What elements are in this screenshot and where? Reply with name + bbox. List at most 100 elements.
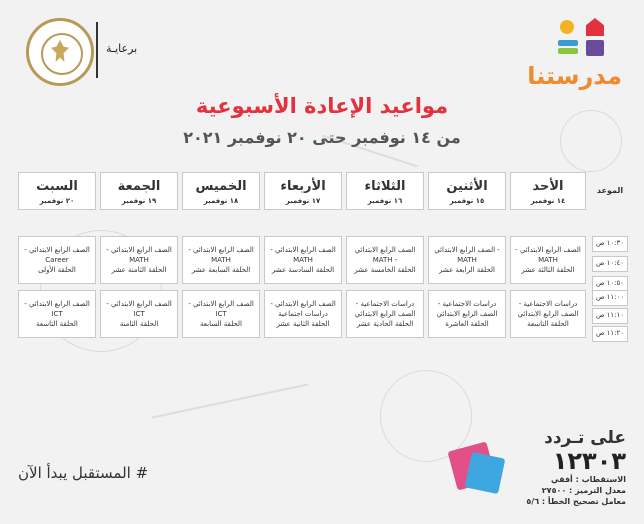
session-cell: الصف الرابع الابتدائي - دراسات اجتماعية … [264, 290, 342, 338]
sponsor-divider [96, 22, 98, 78]
session-grade: الصف الرابع الابتدائي [436, 310, 498, 318]
time-slot: ١٠:٤٠ ص [592, 256, 628, 272]
session-subject: دراسات الاجتماعية - [355, 300, 415, 308]
session-cell: الصف الرابع الابتدائي - Career الحلقة ال… [18, 236, 96, 284]
background-doodle [560, 110, 622, 172]
day-date: ١٥ نوفمبر [449, 197, 485, 205]
day-name: الجمعة [117, 179, 161, 194]
session-grade: الصف الرابع الابتدائي - [24, 300, 90, 308]
session-grade: - الصف الرابع الابتدائي [434, 246, 500, 254]
brand-name: مدرستنا [527, 62, 622, 90]
day-date: ١٨ نوفمبر [203, 197, 239, 205]
session-episode: الحلقة الرابعة عشر [439, 266, 495, 274]
day-header: الأربعاء ١٧ نوفمبر [264, 172, 342, 210]
day-header: السبت ٢٠ نوفمبر [18, 172, 96, 210]
day-header: الأحد ١٤ نوفمبر [510, 172, 586, 210]
time-slot: ١١:٢٠ ص [592, 326, 628, 342]
background-doodle [380, 370, 472, 462]
session-subject: MATH [211, 256, 231, 264]
session-episode: الحلقة الثانية عشر [276, 320, 330, 328]
session-grade: الصف الرابع الابتدائي - [270, 300, 336, 308]
session-cell: الصف الرابع الابتدائي - MATH الحلقة الثا… [100, 236, 178, 284]
session-cell: - الصف الرابع الابتدائي MATH الحلقة الرا… [428, 236, 506, 284]
session-episode: الحلقة التاسعة [527, 320, 569, 328]
day-name: الأحد [532, 179, 564, 194]
session-subject: - MATH [372, 256, 398, 264]
day-header: الأثنين ١٥ نوفمبر [428, 172, 506, 210]
session-episode: الحلقة الحادية عشر [356, 320, 414, 328]
session-subject: Career [45, 256, 69, 264]
session-subject: دراسات الاجتماعية - [518, 300, 578, 308]
session-grade: الصف الرابع الابتدائي - [270, 246, 336, 254]
session-grade: الصف الرابع الابتدائي [354, 310, 416, 318]
frequency-number: ١٢٣٠٣ [552, 447, 626, 475]
session-grade: الصف الرابع الابتدائي - [188, 246, 254, 254]
session-grade: الصف الرابع الابتدائي [354, 246, 416, 254]
session-cell: الصف الرابع الابتدائي - MATH الحلقة الخا… [346, 236, 424, 284]
day-date: ١٩ نوفمبر [121, 197, 157, 205]
session-subject: MATH [457, 256, 477, 264]
frequency-symbol-rate: معدل الترميز : ٢٧٥٠٠ [541, 486, 626, 495]
session-grade: الصف الرابع الابتدائي - [106, 246, 172, 254]
time-slot: ١١:٠٠ ص [592, 290, 628, 306]
session-episode: الحلقة الثامنة [119, 320, 159, 328]
session-cell: الصف الرابع الابتدائي - ICT الحلقة الساب… [182, 290, 260, 338]
session-grade: الصف الرابع الابتدائي - [106, 300, 172, 308]
day-date: ١٤ نوفمبر [530, 197, 566, 205]
session-subject: MATH [538, 256, 558, 264]
day-header: الخميس ١٨ نوفمبر [182, 172, 260, 210]
background-doodle [151, 383, 309, 419]
session-cell: دراسات الاجتماعية - الصف الرابع الابتدائ… [510, 290, 586, 338]
session-subject: MATH [293, 256, 313, 264]
day-date: ١٧ نوفمبر [285, 197, 321, 205]
session-cell: الصف الرابع الابتدائي - MATH الحلقة السا… [182, 236, 260, 284]
day-name: الثلاثاء [364, 179, 406, 194]
page-subtitle: من ١٤ نوفمبر حتى ٢٠ نوفمبر ٢٠٢١ [183, 128, 461, 147]
ministry-emblem [26, 18, 94, 86]
schedule-table: الموعد الأحد ١٤ نوفمبر الأثنين ١٥ نوفمبر… [18, 172, 628, 342]
day-date: ١٦ نوفمبر [367, 197, 403, 205]
session-subject: ICT [51, 310, 63, 318]
session-episode: الحلقة السابعة [200, 320, 242, 328]
brand-logo [552, 16, 622, 96]
session-subject: MATH [129, 256, 149, 264]
day-name: الأربعاء [280, 179, 326, 194]
frequency-fec: معامل تصحيح الخطأ : ٥/٦ [526, 497, 626, 506]
session-cell: الصف الرابع الابتدائي - ICT الحلقة الثام… [100, 290, 178, 338]
time-column-header: الموعد [596, 186, 624, 195]
day-name: الخميس [195, 179, 247, 194]
session-cell: الصف الرابع الابتدائي - MATH الحلقة الثا… [510, 236, 586, 284]
session-grade: الصف الرابع الابتدائي - [515, 246, 581, 254]
session-subject: دراسات اجتماعية [278, 310, 328, 318]
frequency-info: على تـردد ١٢٣٠٣ الاستقطاب : أفقي معدل ال… [486, 428, 626, 524]
session-grade: الصف الرابع الابتدائي - [24, 246, 90, 254]
frequency-polarization: الاستقطاب : أفقي [550, 475, 626, 484]
session-subject: ICT [133, 310, 145, 318]
sponsor-label: برعايـة [106, 42, 138, 55]
day-name: السبت [36, 179, 78, 194]
page-title: مواعيد الإعادة الأسبوعية [195, 94, 449, 118]
session-episode: الحلقة الثامنة عشر [111, 266, 167, 274]
day-header: الثلاثاء ١٦ نوفمبر [346, 172, 424, 210]
session-episode: الحلقة الثالثة عشر [521, 266, 575, 274]
session-cell: دراسات الاجتماعية - الصف الرابع الابتدائ… [428, 290, 506, 338]
session-subject: دراسات الاجتماعية - [437, 300, 497, 308]
hashtag-slogan: # المستقبل يبدأ الآن [18, 464, 149, 482]
frequency-heading: على تـردد [544, 428, 626, 448]
session-episode: الحلقة التاسعة [36, 320, 78, 328]
session-grade: الصف الرابع الابتدائي - [188, 300, 254, 308]
session-cell: دراسات الاجتماعية - الصف الرابع الابتدائ… [346, 290, 424, 338]
session-cell: الصف الرابع الابتدائي - MATH الحلقة السا… [264, 236, 342, 284]
session-episode: الحلقة الخامسة عشر [354, 266, 416, 274]
session-episode: الحلقة السادسة عشر [271, 266, 335, 274]
session-episode: الحلقة العاشرة [445, 320, 489, 328]
time-slot: ١٠:٣٠ ص [592, 236, 628, 252]
day-header: الجمعة ١٩ نوفمبر [100, 172, 178, 210]
session-subject: ICT [215, 310, 227, 318]
time-slot: ١١:١٠ ص [592, 308, 628, 324]
day-name: الأثنين [446, 179, 488, 194]
session-episode: الحلقة السابعة عشر [191, 266, 251, 274]
session-grade: الصف الرابع الابتدائي [517, 310, 579, 318]
session-cell: الصف الرابع الابتدائي - ICT الحلقة التاس… [18, 290, 96, 338]
